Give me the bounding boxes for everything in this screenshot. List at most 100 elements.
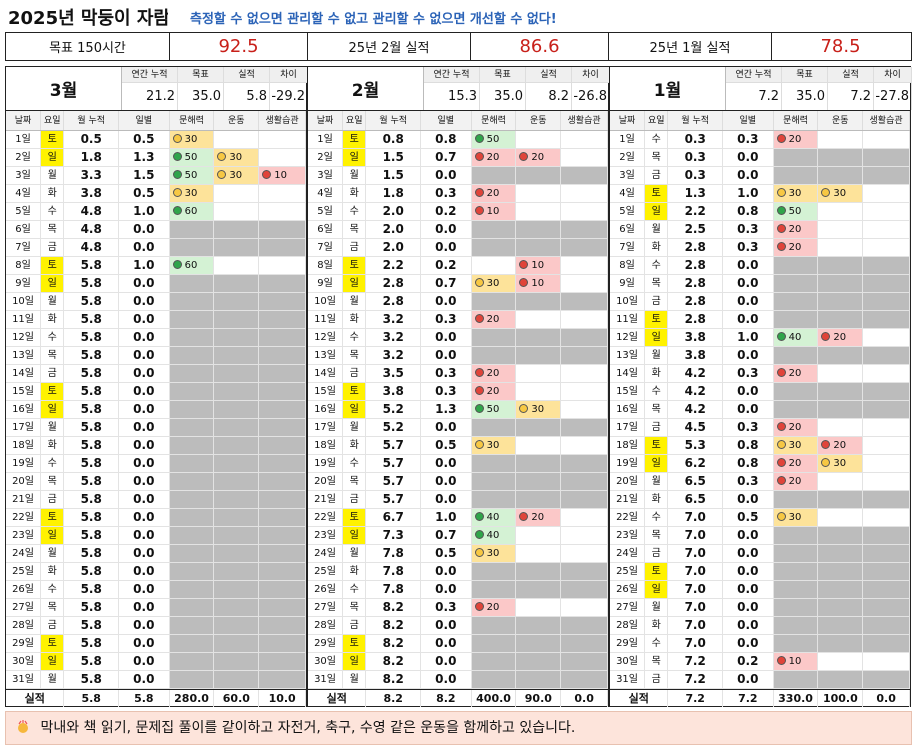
- daily-cell[interactable]: 1.0: [723, 329, 774, 346]
- daily-cell[interactable]: 0.0: [723, 149, 774, 166]
- literacy-cell[interactable]: [773, 527, 819, 544]
- exercise-cell[interactable]: [818, 545, 864, 562]
- habit-cell[interactable]: [561, 581, 608, 598]
- habit-cell[interactable]: [863, 563, 910, 580]
- habit-cell[interactable]: [259, 257, 306, 274]
- habit-cell[interactable]: [561, 419, 608, 436]
- daily-cell[interactable]: 0.5: [119, 185, 170, 202]
- literacy-cell[interactable]: [471, 473, 517, 490]
- literacy-cell[interactable]: 60: [169, 203, 215, 220]
- daily-cell[interactable]: 0.3: [723, 239, 774, 256]
- literacy-cell[interactable]: [169, 455, 215, 472]
- habit-cell[interactable]: [863, 401, 910, 418]
- diff-value[interactable]: -26.8: [573, 89, 607, 104]
- exercise-cell[interactable]: 30: [516, 401, 562, 418]
- literacy-cell[interactable]: [169, 293, 215, 310]
- exercise-cell[interactable]: [818, 257, 864, 274]
- habit-cell[interactable]: [863, 293, 910, 310]
- exercise-cell[interactable]: 30: [214, 167, 260, 184]
- exercise-cell[interactable]: 30: [818, 185, 864, 202]
- habit-cell[interactable]: [863, 329, 910, 346]
- daily-cell[interactable]: 0.3: [421, 365, 472, 382]
- habit-cell[interactable]: [259, 671, 306, 688]
- habit-cell[interactable]: [259, 401, 306, 418]
- exercise-cell[interactable]: [818, 365, 864, 382]
- jan-value[interactable]: 78.5: [820, 36, 861, 57]
- literacy-cell[interactable]: 20: [773, 473, 819, 490]
- daily-cell[interactable]: 0.0: [119, 617, 170, 634]
- literacy-cell[interactable]: [773, 311, 819, 328]
- exercise-cell[interactable]: [516, 239, 562, 256]
- literacy-cell[interactable]: [169, 563, 215, 580]
- habit-cell[interactable]: [561, 437, 608, 454]
- daily-cell[interactable]: 0.3: [421, 599, 472, 616]
- literacy-cell[interactable]: 30: [773, 509, 819, 526]
- actual-value[interactable]: 7.2: [850, 89, 871, 104]
- daily-cell[interactable]: 0.8: [723, 455, 774, 472]
- exercise-cell[interactable]: [818, 509, 864, 526]
- habit-cell[interactable]: [259, 473, 306, 490]
- daily-cell[interactable]: 0.0: [119, 581, 170, 598]
- literacy-cell[interactable]: [169, 671, 215, 688]
- habit-cell[interactable]: [863, 239, 910, 256]
- exercise-cell[interactable]: [214, 635, 260, 652]
- daily-cell[interactable]: 0.0: [119, 383, 170, 400]
- exercise-cell[interactable]: [516, 311, 562, 328]
- habit-cell[interactable]: [863, 545, 910, 562]
- habit-cell[interactable]: [863, 419, 910, 436]
- annual-total[interactable]: 7.2: [758, 89, 779, 104]
- literacy-cell[interactable]: [471, 239, 517, 256]
- daily-cell[interactable]: 0.0: [723, 545, 774, 562]
- exercise-cell[interactable]: [516, 599, 562, 616]
- diff-value[interactable]: -27.8: [875, 89, 909, 104]
- habit-cell[interactable]: [259, 491, 306, 508]
- literacy-cell[interactable]: [773, 149, 819, 166]
- literacy-cell[interactable]: 20: [773, 419, 819, 436]
- habit-cell[interactable]: [259, 203, 306, 220]
- habit-cell[interactable]: [259, 149, 306, 166]
- daily-cell[interactable]: 0.0: [421, 329, 472, 346]
- habit-cell[interactable]: [561, 455, 608, 472]
- exercise-cell[interactable]: [214, 185, 260, 202]
- exercise-cell[interactable]: [818, 401, 864, 418]
- literacy-cell[interactable]: [773, 257, 819, 274]
- habit-cell[interactable]: [561, 239, 608, 256]
- habit-cell[interactable]: [863, 221, 910, 238]
- habit-cell[interactable]: [561, 275, 608, 292]
- daily-cell[interactable]: 0.0: [119, 419, 170, 436]
- daily-cell[interactable]: 0.0: [723, 293, 774, 310]
- exercise-cell[interactable]: [214, 365, 260, 382]
- daily-cell[interactable]: 0.0: [723, 275, 774, 292]
- daily-cell[interactable]: 0.8: [723, 437, 774, 454]
- goal-value[interactable]: 92.5: [170, 33, 308, 60]
- exercise-cell[interactable]: [214, 527, 260, 544]
- exercise-cell[interactable]: [214, 491, 260, 508]
- daily-cell[interactable]: 0.0: [119, 347, 170, 364]
- literacy-cell[interactable]: 20: [471, 599, 517, 616]
- daily-cell[interactable]: 0.0: [723, 383, 774, 400]
- habit-cell[interactable]: [863, 581, 910, 598]
- habit-cell[interactable]: [259, 239, 306, 256]
- literacy-cell[interactable]: [169, 239, 215, 256]
- habit-cell[interactable]: [561, 311, 608, 328]
- literacy-cell[interactable]: [471, 671, 517, 688]
- literacy-cell[interactable]: [773, 275, 819, 292]
- habit-cell[interactable]: [561, 329, 608, 346]
- habit-cell[interactable]: [863, 599, 910, 616]
- literacy-cell[interactable]: 20: [773, 131, 819, 148]
- habit-cell[interactable]: [863, 635, 910, 652]
- exercise-cell[interactable]: [818, 419, 864, 436]
- habit-cell[interactable]: [259, 185, 306, 202]
- exercise-cell[interactable]: [214, 671, 260, 688]
- literacy-cell[interactable]: [773, 671, 819, 688]
- literacy-cell[interactable]: [169, 275, 215, 292]
- habit-cell[interactable]: [561, 635, 608, 652]
- exercise-cell[interactable]: [214, 311, 260, 328]
- daily-cell[interactable]: 0.0: [421, 347, 472, 364]
- exercise-cell[interactable]: [516, 365, 562, 382]
- habit-cell[interactable]: [259, 599, 306, 616]
- habit-cell[interactable]: [259, 635, 306, 652]
- habit-cell[interactable]: [863, 455, 910, 472]
- exercise-cell[interactable]: [214, 257, 260, 274]
- exercise-cell[interactable]: [214, 419, 260, 436]
